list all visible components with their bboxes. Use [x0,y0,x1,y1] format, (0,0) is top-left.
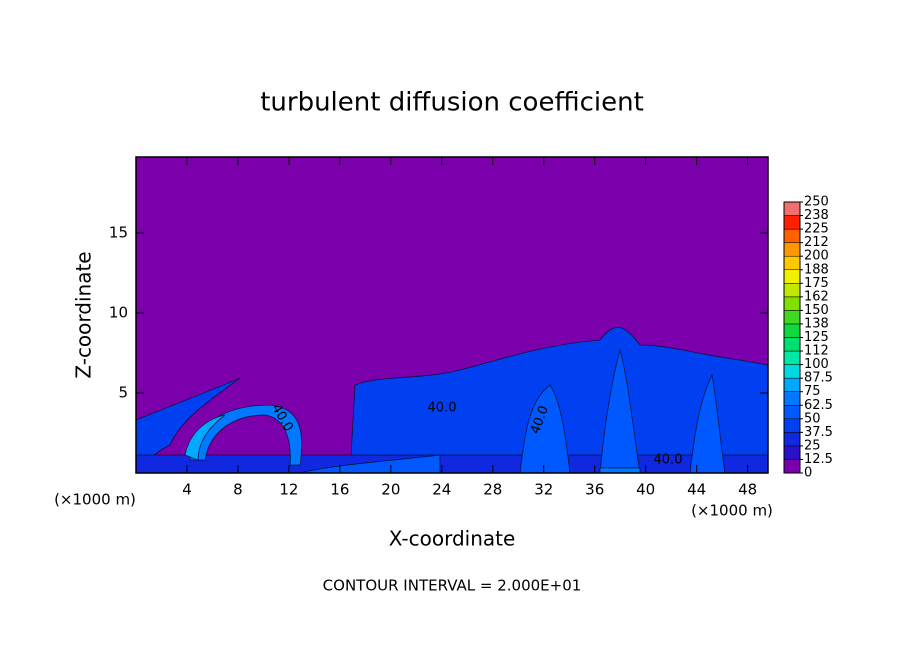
colorbar-bin [783,201,801,216]
y-tick-label: 5 [118,384,128,402]
colorbar-bin [783,255,801,271]
colorbar-frame [783,201,801,474]
field-region [299,454,441,474]
colorbar-bin [783,296,801,311]
x-tick-label: 4 [182,481,192,499]
x-tick-label: 16 [330,481,349,499]
colorbar-bin [783,337,801,352]
colorbar-label: 162 [804,289,829,304]
x-tick-label: 44 [687,481,706,499]
colorbar-bin [783,418,801,433]
contour-label: 40.0 [654,453,683,468]
colorbar-label: 75 [804,384,821,399]
field-region [689,373,726,474]
colorbar-label: 225 [804,222,829,237]
colorbar-label: 250 [804,195,829,210]
y-tick-label: 10 [109,304,128,322]
colorbar-label: 87.5 [804,371,833,386]
colorbar-bin [783,391,801,406]
y-tick-label: 15 [109,224,128,242]
field-region [184,414,226,461]
colorbar-bin [783,364,801,379]
colorbar-bin [783,432,801,447]
colorbar-label: 138 [804,316,829,331]
colorbar-label: 0 [804,466,812,481]
contour-label: 40.0 [428,401,457,416]
field-region [519,384,571,474]
plot-frame [135,156,769,474]
x-unit: (×1000 m) [691,502,773,520]
field-region [349,327,769,474]
x-tick-label: 20 [381,481,400,499]
x-unit: (×1000 m) [54,491,136,509]
colorbar-bin [783,323,801,338]
x-tick-label: 8 [233,481,243,499]
plot-area: 40.040.0 40.040.0 [135,156,769,474]
colorbar-label: 175 [804,276,829,291]
chart-title: turbulent diffusion coefficient [260,88,644,118]
colorbar-bin [783,269,801,284]
colorbar-bin [783,242,801,257]
colorbar-label: 50 [804,411,821,426]
colorbar-bin [783,377,801,392]
colorbar-label: 37.5 [804,425,833,440]
y-axis-label: Z-coordinate [72,251,96,378]
colorbar-bin [783,228,801,243]
colorbar-label: 238 [804,208,829,223]
colorbar-bin [783,350,801,365]
colorbar-label: 112 [804,344,829,359]
colorbar-label: 25 [804,438,821,453]
colorbar-bin [783,445,801,460]
colorbar-bin [783,283,801,298]
x-tick-label: 12 [279,481,298,499]
x-axis-label: X-coordinate [389,527,516,551]
footer: CONTOUR INTERVAL = 2.000E+01 [323,577,582,595]
colorbar-label: 125 [804,330,829,345]
x-tick-label: 48 [738,481,757,499]
colorbar-label: 100 [804,357,829,372]
colorbar-bin [783,459,801,474]
colorbar-label: 188 [804,262,829,277]
colorbar-bin [783,215,801,230]
colorbar-label: 200 [804,249,829,264]
field-region [599,348,641,474]
x-tick-label: 24 [432,481,451,499]
colorbar-bin [783,405,801,420]
x-tick-label: 36 [585,481,604,499]
x-tick-label: 40 [636,481,655,499]
colorbar-label: 212 [804,235,829,250]
colorbar-label: 12.5 [804,452,833,467]
colorbar-label: 62.5 [804,398,833,413]
colorbar-bin [783,310,801,325]
colorbar-label: 150 [804,303,829,318]
x-tick-label: 32 [534,481,553,499]
x-tick-label: 28 [483,481,502,499]
